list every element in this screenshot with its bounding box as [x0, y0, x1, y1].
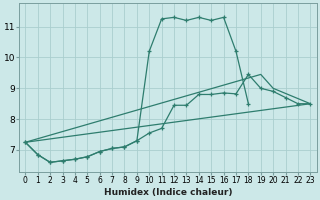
X-axis label: Humidex (Indice chaleur): Humidex (Indice chaleur)	[104, 188, 232, 197]
